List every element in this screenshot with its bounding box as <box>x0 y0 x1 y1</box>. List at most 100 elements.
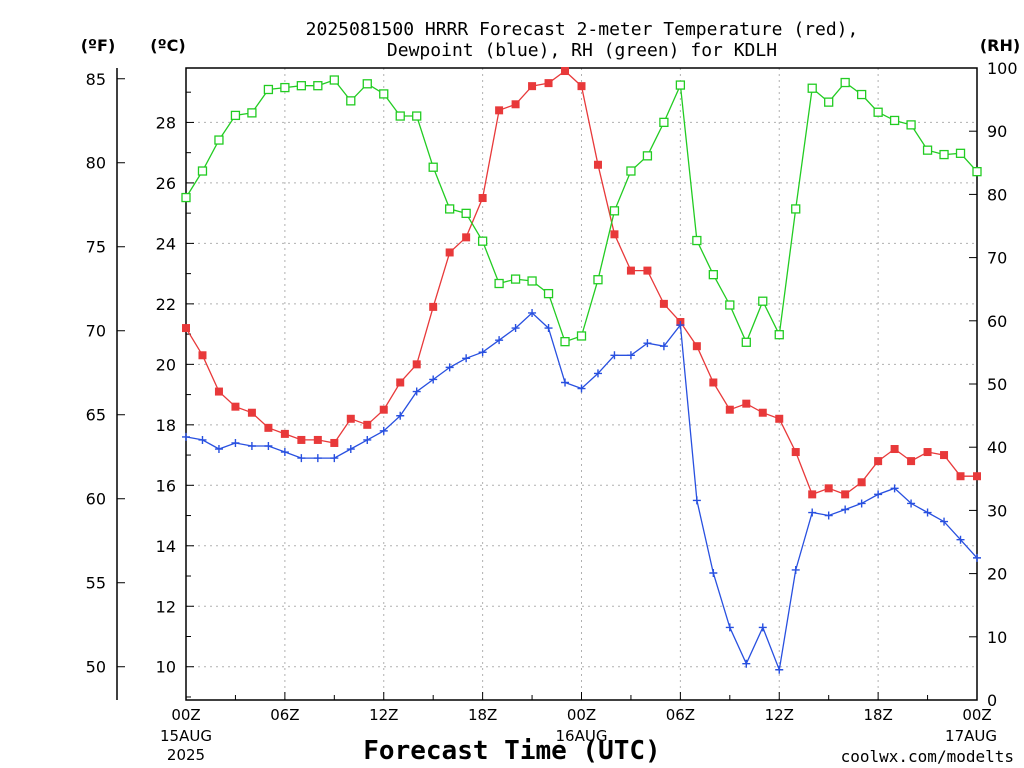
dewpoint-point <box>659 342 668 351</box>
rh-point <box>412 111 422 121</box>
celsius-tick-label: 16 <box>156 476 176 495</box>
rh-point <box>955 148 966 158</box>
dewpoint-point <box>643 339 652 348</box>
dewpoint-point <box>692 496 701 505</box>
temperature-point <box>956 472 965 481</box>
dewpoint-point <box>511 324 520 333</box>
dewpoint-point <box>264 441 273 450</box>
temperature-point <box>330 438 339 447</box>
temperature-point <box>231 402 240 411</box>
temperature-point <box>742 399 751 408</box>
rh-unit-label: (RH) <box>980 36 1020 55</box>
date-label: 15AUG <box>160 727 212 745</box>
dewpoint-line <box>185 312 978 673</box>
dewpoint-point <box>231 438 240 447</box>
x-tick-label: 00Z <box>171 706 200 724</box>
rh-point <box>576 331 587 341</box>
rh-point <box>263 84 274 95</box>
rh-point <box>889 115 900 126</box>
celsius-tick-label: 28 <box>156 113 176 132</box>
temperature-point <box>973 472 981 481</box>
dewpoint-point <box>940 517 949 526</box>
dewpoint-point <box>593 369 602 378</box>
rh-tick-label: 90 <box>987 122 1007 141</box>
rh-point <box>461 208 471 219</box>
chart-title-line1: 2025081500 HRRR Forecast 2-meter Tempera… <box>306 19 859 40</box>
dewpoint-point <box>379 426 388 435</box>
temperature-point <box>495 106 504 115</box>
temperature-point <box>775 414 784 423</box>
temperature-point <box>725 405 734 414</box>
celsius-tick-label: 26 <box>156 174 176 193</box>
rh-point <box>840 77 850 88</box>
temperature-point <box>659 299 668 308</box>
rh-tick-label: 20 <box>987 565 1007 584</box>
dewpoint-point <box>247 441 256 450</box>
rh-tick-label: 60 <box>987 312 1007 331</box>
dewpoint-point <box>973 553 981 562</box>
temperature-point <box>561 67 570 76</box>
fahrenheit-tick-label: 85 <box>86 70 106 89</box>
temperature-point <box>280 429 289 438</box>
grid-lines <box>186 68 977 700</box>
rh-tick-label: 0 <box>987 691 997 710</box>
dewpoint-point <box>346 445 355 454</box>
dewpoint-point <box>528 308 537 317</box>
temperature-point <box>528 82 537 91</box>
dewpoint-point <box>495 336 504 345</box>
dewpoint-point <box>808 508 817 517</box>
rh-point <box>395 111 405 121</box>
temperature-point <box>841 490 850 499</box>
rh-point <box>692 235 702 246</box>
celsius-unit-label: (ºC) <box>150 36 185 55</box>
celsius-tick-label: 12 <box>156 597 176 616</box>
rh-point <box>922 145 933 155</box>
fahrenheit-tick-label: 65 <box>86 406 106 425</box>
temperature-point <box>429 302 438 311</box>
dewpoint-point <box>561 378 570 387</box>
temperature-point <box>857 478 866 487</box>
dewpoint-point <box>478 348 487 357</box>
rh-point <box>873 107 883 117</box>
rh-point <box>807 83 817 93</box>
dewpoint-point <box>709 568 718 577</box>
rh-point <box>824 97 834 107</box>
x-tick-label: 00Z <box>962 706 991 724</box>
rh-point <box>329 75 339 85</box>
rh-point <box>543 288 554 299</box>
rh-tick-label: 80 <box>987 185 1007 204</box>
x-tick-label: 00Z <box>567 706 596 724</box>
rh-tick-label: 100 <box>987 59 1018 78</box>
temperature-point <box>396 378 405 387</box>
dewpoint-point <box>824 511 833 520</box>
rh-point <box>197 166 208 176</box>
rh-point <box>428 162 438 172</box>
temperature-point <box>363 420 372 429</box>
dewpoint-point <box>791 565 800 574</box>
dewpoint-point <box>610 351 619 360</box>
temperature-point <box>412 360 421 369</box>
rh-point <box>477 236 488 246</box>
temperature-series <box>182 67 981 499</box>
temperature-point <box>511 100 520 109</box>
dewpoint-point <box>280 448 289 457</box>
dewpoint-point <box>445 363 454 372</box>
rh-point <box>642 151 653 161</box>
rh-tick-label: 10 <box>987 628 1007 647</box>
temperature-point <box>890 445 899 454</box>
dewpoint-point <box>923 508 932 517</box>
rh-point <box>346 96 356 106</box>
celsius-tick-label: 18 <box>156 416 176 435</box>
chart-title-line2: Dewpoint (blue), RH (green) for KDLH <box>387 40 777 61</box>
temperature-point <box>264 423 273 432</box>
fahrenheit-tick-label: 75 <box>86 238 106 257</box>
rh-point <box>494 278 504 289</box>
dewpoint-point <box>412 387 421 396</box>
dewpoint-point <box>626 351 635 360</box>
rh-point <box>906 120 916 130</box>
dewpoint-point <box>462 354 471 363</box>
temperature-point <box>692 342 701 351</box>
rh-point <box>181 192 191 203</box>
dewpoint-point <box>956 535 965 544</box>
